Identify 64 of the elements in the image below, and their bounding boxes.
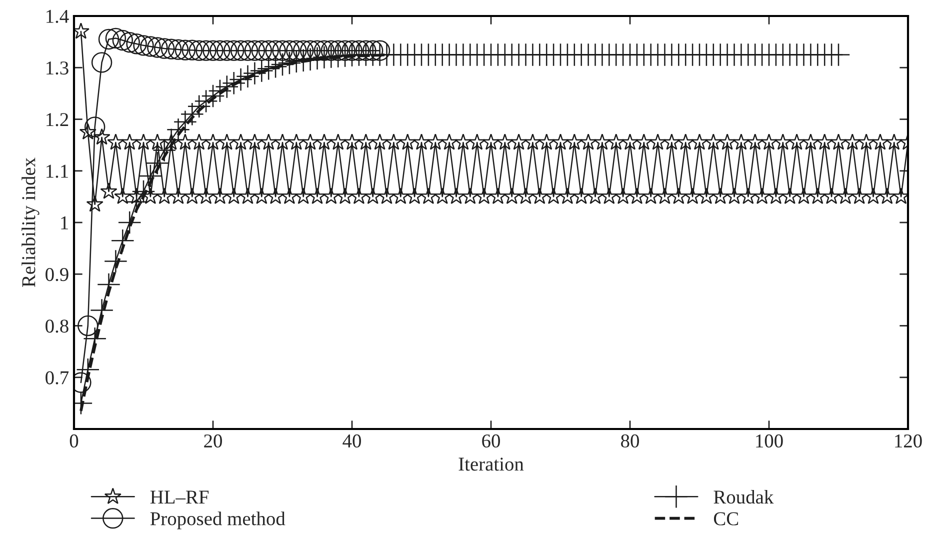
point [334,40,356,61]
point [258,40,279,61]
point [342,40,362,61]
x-tick-label: 0 [70,434,78,448]
y-tick-label: 1 [61,216,68,230]
point [293,40,314,61]
y-tick-label: 0.7 [46,371,69,384]
point [91,52,112,73]
point [210,40,230,61]
point [126,34,147,54]
point [78,315,98,336]
legend-label: CC [714,512,738,526]
point [196,40,216,61]
point [105,28,126,49]
x-tick-label: 80 [621,434,639,448]
legend-label: Roudak [714,490,774,504]
y-axis-title: Reliability index [22,158,40,288]
point [328,40,348,61]
point [369,40,390,61]
point [279,40,300,61]
point [286,40,307,61]
y-tick-label: 1.1 [46,164,68,178]
point [154,38,175,59]
y-tick-label: 1.4 [46,10,69,24]
point [356,40,376,61]
x-tick-label: 120 [895,434,922,448]
point [265,40,286,61]
point [140,36,161,57]
point [147,37,168,58]
point [133,35,154,56]
point [230,40,252,61]
x-axis-title: Iteration [458,458,524,471]
point [224,40,244,61]
point [188,40,210,61]
y-tick-label: 0.8 [46,320,68,333]
x-tick-label: 40 [342,434,361,448]
point [314,40,335,61]
point [362,40,384,61]
point [216,40,238,61]
point [160,38,182,60]
point [98,28,120,50]
point [174,40,196,60]
y-tick-label: 0.9 [46,268,68,282]
point [168,39,189,60]
point [119,32,140,53]
point [202,40,224,61]
point [306,40,328,61]
point [251,40,272,61]
point [244,40,266,61]
point [300,40,321,61]
x-tick-label: 20 [204,434,222,448]
point [182,40,202,60]
point [348,40,370,61]
legend-label: HL–RF [150,490,209,504]
point [84,116,106,138]
point [272,40,293,61]
point [112,30,133,51]
legend-label: Proposed method [150,512,286,530]
point [320,40,342,61]
x-tick-label: 100 [756,434,783,448]
point [237,40,258,61]
y-tick-label: 1.3 [46,61,68,75]
y-tick-label: 1.2 [46,113,68,126]
x-tick-label: 60 [482,434,500,448]
